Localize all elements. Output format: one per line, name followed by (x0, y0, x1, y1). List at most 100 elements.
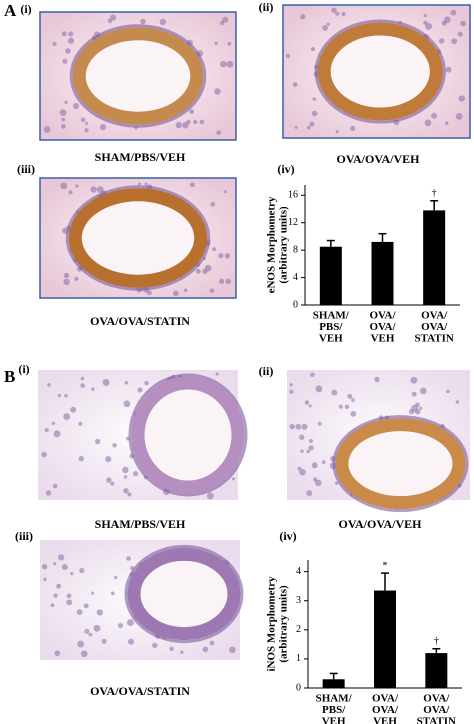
cell-nucleus (310, 372, 315, 377)
cell-nucleus (152, 642, 158, 649)
x-tick-label: STATIN (417, 716, 456, 724)
x-tick-label: OVA/ (423, 693, 450, 705)
significance-mark: † (432, 188, 437, 199)
cell-nucleus (451, 38, 458, 45)
cell-nucleus (106, 477, 112, 483)
airway-wall (317, 22, 443, 121)
cell-nucleus (56, 583, 62, 589)
micrograph (282, 4, 471, 139)
cell-nucleus (53, 562, 57, 566)
y-tick-label: 3 (296, 595, 301, 606)
x-tick-label: OVA/ (372, 704, 399, 716)
micrograph (287, 370, 470, 513)
cell-nucleus (61, 117, 66, 122)
cell-nucleus (127, 492, 132, 497)
cell-nucleus (44, 428, 49, 433)
micrograph (39, 11, 237, 141)
cell-nucleus (144, 182, 148, 186)
cell-nucleus (331, 389, 338, 396)
cell-nucleus (222, 16, 229, 23)
image-caption: OVA/OVA/VEH (339, 517, 423, 531)
cell-nucleus (93, 624, 101, 632)
x-tick-label: VEH (319, 333, 343, 345)
cell-nucleus (294, 125, 298, 129)
x-tick-label: OVA/ (421, 321, 448, 333)
cell-nucleus (225, 278, 231, 285)
cell-nucleus (226, 60, 234, 68)
airway-edge (124, 544, 244, 644)
cell-nucleus (77, 640, 85, 648)
x-tick-label: PBS/ (322, 704, 346, 716)
cell-nucleus (445, 121, 449, 125)
cell-nucleus (311, 462, 318, 469)
cell-nucleus (75, 184, 79, 188)
cell-nucleus (425, 22, 433, 30)
cell-nucleus (70, 571, 74, 576)
cell-nucleus (80, 383, 85, 388)
cell-nucleus (210, 202, 216, 207)
cell-nucleus (59, 109, 67, 117)
cell-nucleus (64, 100, 68, 105)
micrograph (38, 370, 248, 500)
cell-nucleus (231, 477, 235, 481)
chart-label: (iv) (279, 529, 296, 543)
cell-nucleus (423, 20, 428, 25)
cell-nucleus (183, 288, 188, 293)
cell-nucleus (140, 18, 146, 25)
cell-nucleus (146, 290, 152, 296)
cell-nucleus (289, 423, 295, 430)
cell-nucleus (326, 22, 330, 27)
cell-nucleus (220, 20, 225, 26)
cell-nucleus (122, 466, 129, 474)
cell-nucleus (285, 53, 291, 58)
cell-nucleus (317, 421, 322, 426)
micrograph (40, 540, 244, 660)
cell-nucleus (43, 577, 47, 582)
airway-wall (127, 547, 241, 641)
cell-nucleus (78, 455, 84, 462)
cell-nucleus (65, 48, 71, 54)
cell-nucleus (180, 650, 184, 654)
cell-nucleus (227, 41, 232, 46)
cell-nucleus (79, 567, 85, 574)
cell-nucleus (83, 603, 89, 609)
y-tick-label: 4 (293, 272, 298, 283)
cell-nucleus (419, 406, 423, 410)
airway-edge (332, 415, 469, 513)
cell-nucleus (112, 443, 117, 448)
cell-nucleus (63, 272, 70, 279)
cell-nucleus (299, 434, 305, 440)
cell-nucleus (61, 564, 68, 571)
cell-nucleus (460, 20, 466, 27)
cell-nucleus (289, 383, 293, 387)
cell-nucleus (321, 460, 326, 464)
y-tick-label: 4 (296, 566, 301, 577)
cell-nucleus (90, 186, 97, 193)
airway-edge (314, 19, 446, 124)
cell-nucleus (159, 18, 166, 26)
image-label: (iii) (17, 162, 35, 176)
cell-nucleus (57, 393, 62, 398)
cell-nucleus (80, 650, 88, 658)
cell-nucleus (67, 37, 75, 44)
cell-nucleus (41, 451, 47, 458)
cell-nucleus (91, 387, 95, 391)
cell-nucleus (206, 492, 214, 500)
cell-nucleus (216, 130, 221, 135)
cell-nucleus (123, 488, 129, 494)
cell-nucleus (84, 128, 89, 133)
airway-wall (72, 27, 204, 125)
cell-nucleus (313, 477, 318, 482)
cell-nucleus (110, 14, 117, 21)
significance-mark: † (434, 636, 439, 647)
cell-nucleus (410, 376, 418, 384)
cell-nucleus (74, 276, 79, 281)
cell-nucleus (420, 387, 427, 395)
cell-nucleus (172, 290, 179, 297)
cell-nucleus (68, 190, 73, 195)
y-axis-label: (arbitrary units) (278, 585, 290, 663)
cell-nucleus (229, 646, 236, 654)
x-tick-label: OVA/ (369, 321, 396, 333)
y-tick-label: 12 (288, 217, 298, 228)
cell-nucleus (45, 490, 52, 496)
